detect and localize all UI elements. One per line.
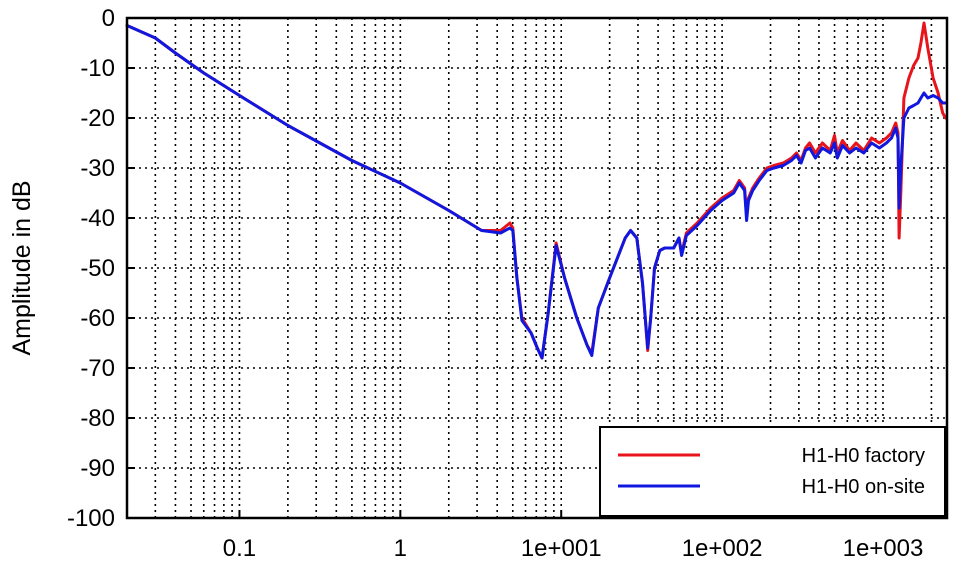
- series-line-on-site: [125, 24, 948, 360]
- legend-box: [599, 426, 946, 517]
- x-tick-label: 1: [394, 535, 407, 562]
- y-tick-label: -100: [67, 505, 115, 532]
- x-tick-label: 1e+002: [682, 535, 763, 562]
- legend-label: H1-H0 factory: [802, 445, 925, 467]
- y-tick-label: -90: [80, 455, 115, 482]
- y-axis-ticks: 0 -10 -20 -30 -40 -50 -60 -70 -80 -90 -100: [67, 5, 135, 532]
- legend-items: H1-H0 factory H1-H0 on-site: [618, 445, 925, 498]
- x-tick-label: 1e+003: [843, 535, 924, 562]
- y-tick-label: 0: [102, 5, 115, 32]
- series-lines: [125, 21, 948, 360]
- y-tick-label: -50: [80, 255, 115, 282]
- y-tick-label: -60: [80, 305, 115, 332]
- x-tick-label: 0.1: [223, 535, 256, 562]
- legend: H1-H0 factory H1-H0 on-site: [599, 426, 946, 517]
- y-tick-label: -30: [80, 155, 115, 182]
- y-tick-label: -70: [80, 355, 115, 382]
- x-axis-ticks: 0.1 1 1e+001 1e+002 1e+003: [223, 510, 924, 562]
- y-tick-label: -10: [80, 55, 115, 82]
- y-tick-label: -40: [80, 205, 115, 232]
- grid-lines: [127, 18, 947, 518]
- legend-label: H1-H0 on-site: [802, 476, 925, 498]
- y-axis-title: Amplitude in dB: [8, 180, 36, 355]
- y-tick-label: -80: [80, 405, 115, 432]
- y-tick-label: -20: [80, 105, 115, 132]
- x-tick-label: 1e+001: [521, 535, 602, 562]
